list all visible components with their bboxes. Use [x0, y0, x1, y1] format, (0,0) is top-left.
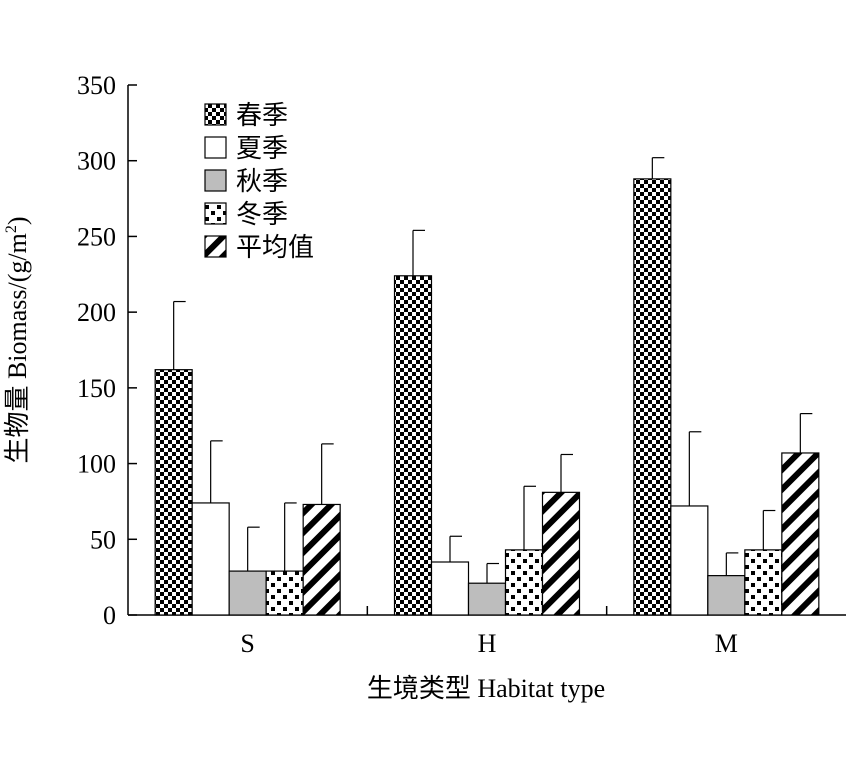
- y-axis-label-close: ): [3, 216, 32, 225]
- legend-swatch: [204, 202, 227, 225]
- x-axis-label: 生境类型 Habitat type: [367, 674, 605, 703]
- y-tick-label: 350: [77, 71, 116, 100]
- bar: [744, 549, 783, 616]
- bars: [154, 157, 820, 616]
- legend-label: 夏季: [236, 134, 288, 163]
- legend-swatch: [204, 103, 227, 126]
- y-axis: 0 50 100 150 200 250 300 350: [77, 71, 137, 630]
- bar: [781, 452, 820, 616]
- y-tick-label: 100: [77, 450, 116, 479]
- bar: [670, 505, 709, 616]
- y-axis-label-main: 生物量 Biomass/(g/m: [3, 233, 32, 463]
- legend-label: 春季: [236, 101, 288, 130]
- bar: [633, 178, 672, 616]
- bar: [228, 570, 267, 616]
- y-tick-label: 250: [77, 222, 116, 251]
- legend-swatch: [204, 235, 227, 258]
- y-tick-label: 300: [77, 147, 116, 176]
- bar: [467, 582, 507, 616]
- legend-label: 冬季: [236, 200, 288, 229]
- y-tick-label: 200: [77, 298, 116, 327]
- legend-swatch: [204, 169, 227, 192]
- y-tick-label: 0: [103, 601, 116, 630]
- bar: [504, 549, 544, 616]
- y-axis-label-sup: 2: [3, 225, 20, 233]
- y-tick-label: 50: [90, 525, 116, 554]
- legend-swatch: [204, 136, 227, 159]
- y-axis-label: 生物量 Biomass/(g/m2): [3, 216, 32, 463]
- bar: [430, 561, 470, 616]
- x-tick-label: H: [478, 629, 497, 658]
- x-tick-label: M: [715, 629, 738, 658]
- bar: [265, 570, 304, 616]
- legend-label: 秋季: [236, 167, 288, 196]
- bar: [393, 275, 433, 616]
- y-tick-label: 150: [77, 374, 116, 403]
- bar: [191, 502, 230, 616]
- legend-label: 平均值: [236, 233, 314, 262]
- x-tick-label: S: [240, 629, 254, 658]
- bar: [707, 575, 746, 616]
- bar: [154, 369, 193, 616]
- bar: [302, 503, 341, 616]
- bar: [541, 491, 581, 616]
